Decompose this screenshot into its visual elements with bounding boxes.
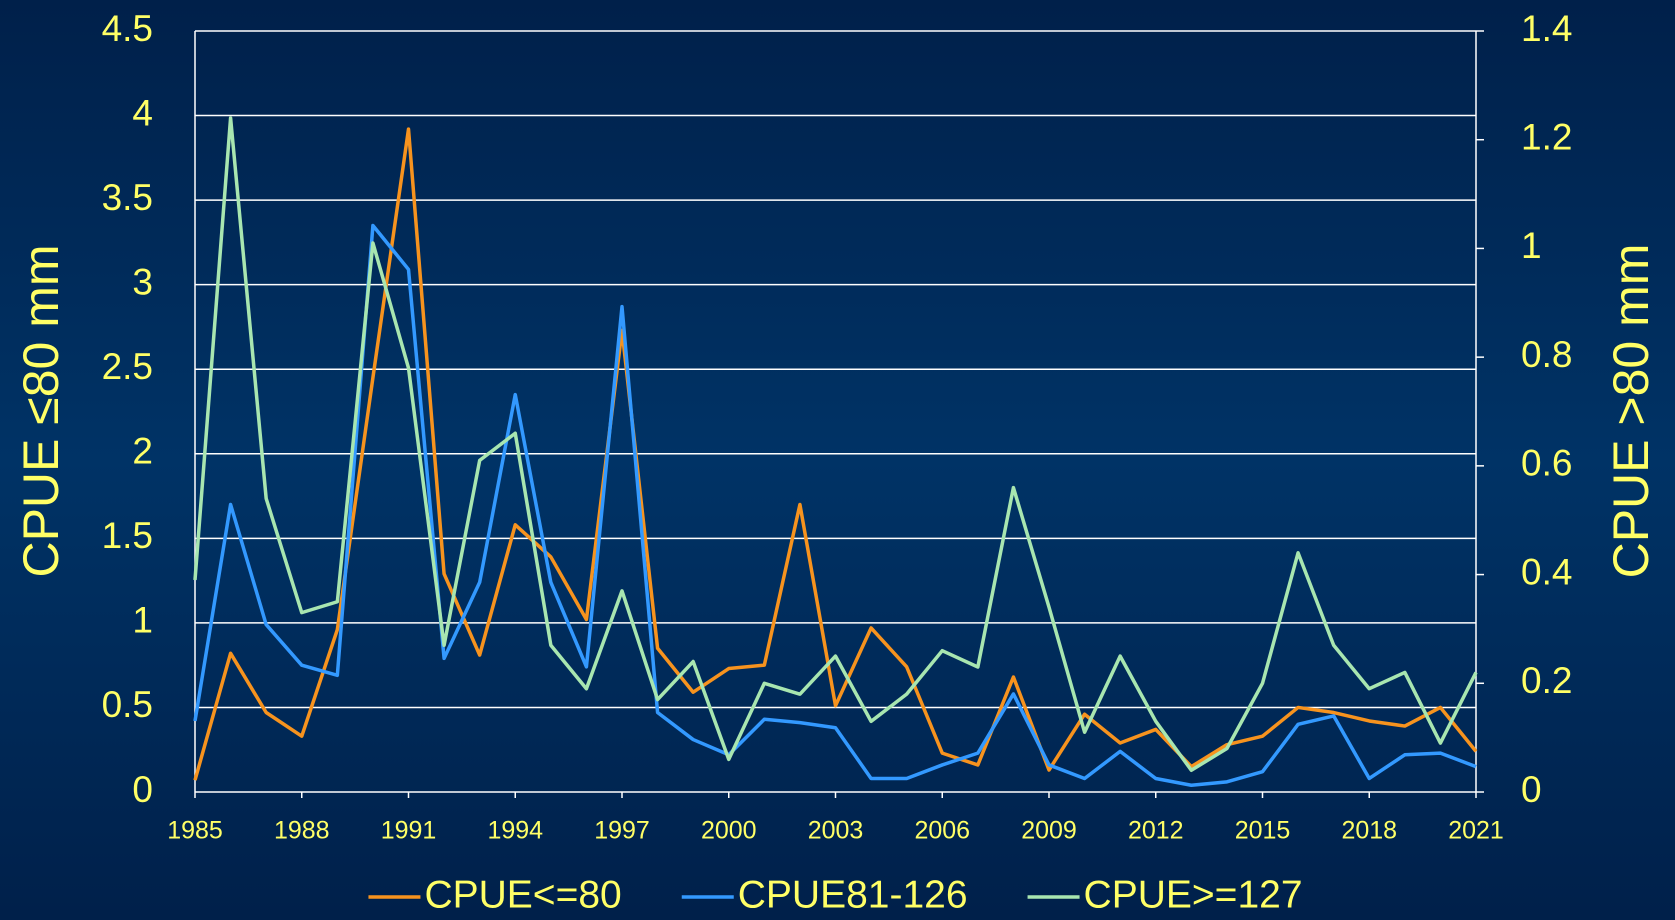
x-tick-label: 2000: [701, 817, 757, 845]
x-tick-label: 2009: [1021, 817, 1077, 845]
x-tick-label: 2012: [1128, 817, 1184, 845]
y2-tick-label: 0.6: [1521, 443, 1572, 484]
x-tick-label: 1997: [594, 817, 650, 845]
y-tick-label: 1: [132, 600, 153, 641]
y2-tick-label: 1.2: [1521, 116, 1572, 157]
legend-label: CPUE<=80: [424, 873, 621, 916]
x-tick-label: 2015: [1235, 817, 1291, 845]
x-tick-label: 1991: [381, 817, 437, 845]
legend-label: CPUE81-126: [738, 873, 968, 916]
x-tick-label: 1988: [274, 817, 330, 845]
y-tick-label: 0: [132, 769, 153, 810]
x-tick-label: 2018: [1341, 817, 1397, 845]
y-tick-label: 4.5: [102, 8, 153, 49]
x-tick-label: 1985: [167, 817, 223, 845]
y-tick-label: 2.5: [102, 346, 153, 387]
x-tick-label: 1994: [487, 817, 543, 845]
legend-label: CPUE>=127: [1084, 873, 1303, 916]
y-axis-title: CPUE ≤80 mm: [13, 244, 69, 577]
y2-tick-label: 0.2: [1521, 660, 1572, 701]
y-tick-label: 1.5: [102, 515, 153, 556]
series-line: [193, 223, 1477, 787]
y2-tick-label: 0.4: [1521, 551, 1572, 592]
x-tick-label: 2021: [1448, 817, 1504, 845]
y-tick-label: 2: [132, 431, 153, 472]
y2-axis-title: CPUE >80 mm: [1603, 244, 1659, 579]
y-tick-label: 4: [132, 92, 153, 133]
series-line: [193, 116, 1478, 773]
y2-tick-label: 1: [1521, 225, 1542, 266]
y-tick-label: 0.5: [102, 684, 153, 725]
x-tick-label: 2003: [808, 817, 864, 845]
y-tick-label: 3.5: [102, 177, 153, 218]
y-tick-label: 3: [132, 261, 153, 302]
x-tick-label: 2006: [914, 817, 970, 845]
y2-tick-label: 0.8: [1521, 334, 1572, 375]
y2-tick-label: 0: [1521, 769, 1542, 810]
y2-tick-label: 1.4: [1521, 8, 1572, 49]
series-line: [193, 127, 1478, 781]
